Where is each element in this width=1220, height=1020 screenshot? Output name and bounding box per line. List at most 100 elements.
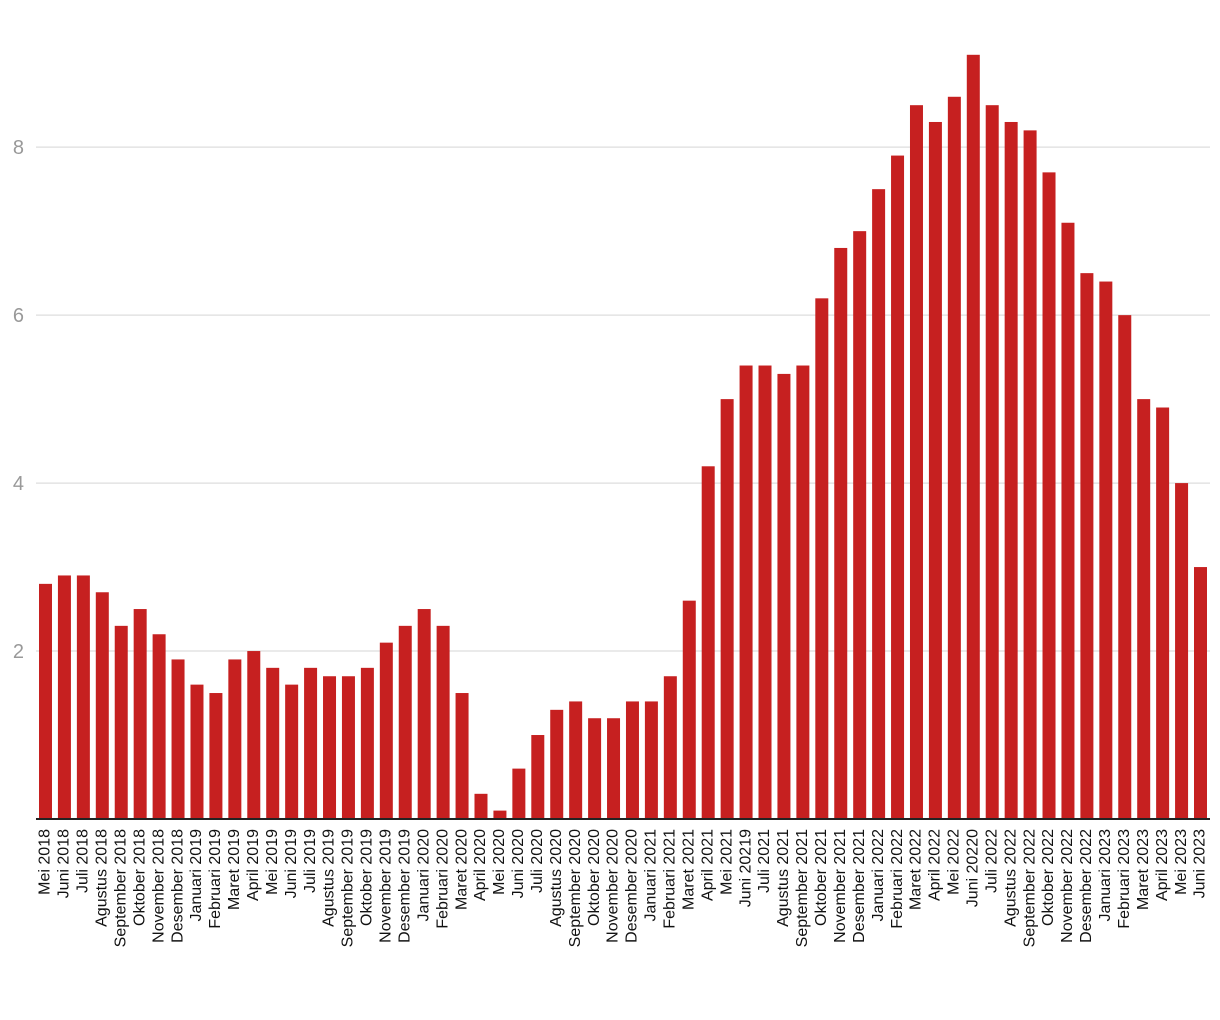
bar <box>1194 567 1207 819</box>
bar <box>228 659 242 819</box>
x-tick-label: Maret 2019 <box>226 829 243 910</box>
bar <box>1118 315 1132 819</box>
bar <box>834 247 848 819</box>
x-tick-label: Juli 2022 <box>983 829 1000 893</box>
y-axis-ticks: 2 4 6 8 <box>13 137 24 663</box>
bar <box>1080 273 1094 819</box>
bar <box>114 625 128 819</box>
x-axis-ticks: Mei 2018 Juni 2018 Juli 2018 Agustus 2018 Se… <box>37 829 1209 947</box>
x-tick-label: Mei 2020 <box>491 829 508 895</box>
x-tick-label: Desember 2018 <box>169 829 186 943</box>
x-tick-label: November 2018 <box>150 829 167 943</box>
x-tick-label: September 2021 <box>794 829 811 947</box>
x-tick-label: Juli 2020 <box>529 829 546 893</box>
bar <box>796 365 810 819</box>
bar <box>398 625 412 819</box>
x-tick-label: April 2023 <box>1154 829 1171 901</box>
x-tick-label: Mei 2019 <box>264 829 281 895</box>
x-tick-label: Oktober 2019 <box>359 829 376 926</box>
bar <box>625 701 639 819</box>
x-tick-label: Agustus 2022 <box>1002 829 1019 927</box>
bar <box>588 718 602 819</box>
bar <box>663 676 677 819</box>
bar <box>512 768 526 819</box>
x-tick-label: Maret 2021 <box>680 829 697 910</box>
bar <box>682 600 696 819</box>
x-tick-label: Februari 2021 <box>662 829 679 929</box>
x-tick-label: November 2021 <box>832 829 849 943</box>
bar <box>985 105 999 820</box>
bar <box>891 155 905 819</box>
y-tick-label: 6 <box>13 305 24 327</box>
bar <box>76 575 90 819</box>
bar <box>323 676 337 819</box>
x-tick-label: Maret 2020 <box>453 829 470 910</box>
bar <box>607 718 621 819</box>
bar <box>304 667 318 819</box>
bar <box>720 399 734 819</box>
bar <box>815 298 829 820</box>
bar <box>1023 130 1037 819</box>
x-tick-label: Januari 2020 <box>415 829 432 922</box>
x-tick-label: Agustus 2020 <box>548 829 565 927</box>
x-tick-label: Desember 2021 <box>851 829 868 943</box>
bar <box>133 609 147 819</box>
x-tick-label: Maret 2023 <box>1135 829 1152 910</box>
x-tick-label: Januari 2021 <box>643 829 660 922</box>
bar <box>190 684 204 819</box>
bar <box>872 189 886 819</box>
x-tick-label: Juni 20219 <box>737 829 754 907</box>
x-tick-label: Juli 2021 <box>756 829 773 893</box>
x-tick-label: Juni 2023 <box>1192 829 1209 898</box>
x-tick-label: Juni 2020 <box>510 829 527 898</box>
x-tick-label: Maret 2022 <box>908 829 925 910</box>
x-tick-label: Januari 2023 <box>1097 829 1114 922</box>
bar <box>209 693 223 819</box>
x-tick-label: Desember 2019 <box>396 829 413 943</box>
x-tick-label: Juli 2018 <box>75 829 92 893</box>
bar <box>285 684 299 819</box>
x-tick-label: Februari 2020 <box>434 829 451 929</box>
x-tick-label: Januari 2019 <box>188 829 205 922</box>
x-tick-label: Januari 2022 <box>870 829 887 922</box>
x-tick-label: Februari 2022 <box>889 829 906 929</box>
bar <box>1004 121 1018 820</box>
bar <box>474 793 488 819</box>
bar <box>947 96 961 819</box>
x-tick-label: Oktober 2022 <box>1040 829 1057 926</box>
bar <box>493 810 507 819</box>
bar <box>360 667 374 819</box>
x-tick-label: Desember 2022 <box>1078 829 1095 943</box>
y-tick-label: 4 <box>13 473 24 495</box>
x-tick-label: Agustus 2019 <box>321 829 338 927</box>
x-tick-label: Mei 2022 <box>946 829 963 895</box>
bar <box>1061 222 1075 819</box>
x-tick-label: November 2020 <box>605 829 622 943</box>
bar <box>247 651 261 819</box>
x-tick-label: April 2019 <box>245 829 262 901</box>
bar <box>550 709 564 819</box>
y-tick-label: 8 <box>13 137 24 159</box>
bar <box>758 365 772 819</box>
x-tick-label: April 2020 <box>472 829 489 901</box>
x-tick-label: Juni 2019 <box>283 829 300 898</box>
x-tick-label: November 2022 <box>1059 829 1076 943</box>
x-tick-label: Agustus 2018 <box>94 829 111 927</box>
x-tick-label: Desember 2020 <box>624 829 641 943</box>
bar <box>341 676 355 819</box>
bar <box>966 54 980 820</box>
x-tick-label: September 2018 <box>112 829 129 947</box>
bar <box>152 634 166 819</box>
bar <box>39 583 52 819</box>
x-tick-label: Juli 2019 <box>302 829 319 893</box>
x-tick-label: Oktober 2018 <box>131 829 148 926</box>
bar <box>95 592 109 819</box>
x-tick-label: Oktober 2020 <box>586 829 603 926</box>
x-tick-label: Mei 2023 <box>1173 829 1190 895</box>
bar <box>1099 281 1113 819</box>
x-tick-label: April 2022 <box>927 829 944 901</box>
x-tick-label: Mei 2021 <box>718 829 735 895</box>
bar <box>436 625 450 819</box>
x-tick-label: Agustus 2021 <box>775 829 792 927</box>
